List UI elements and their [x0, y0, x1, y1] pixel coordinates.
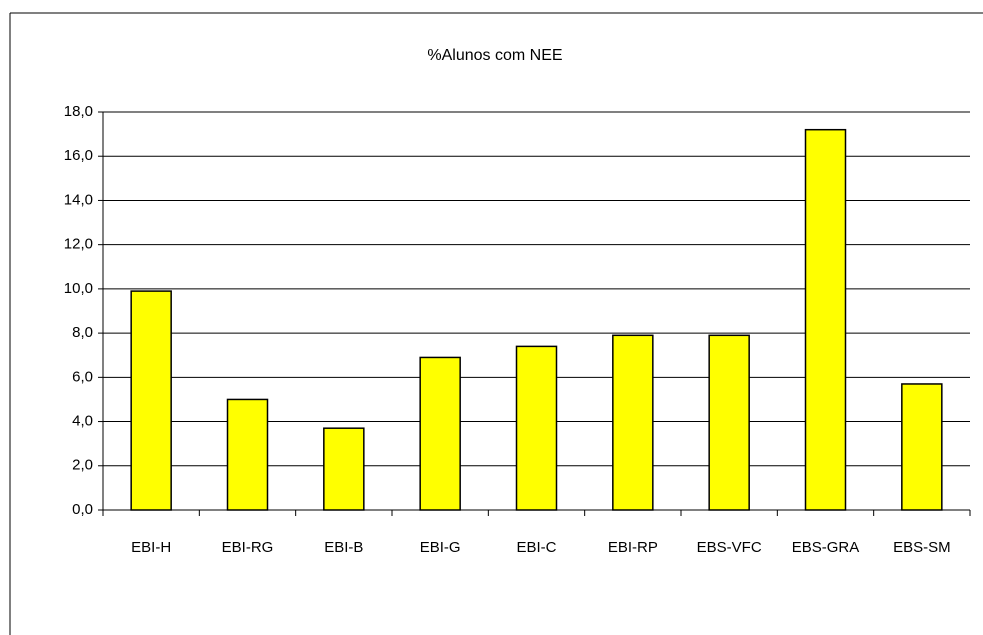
x-tick-label: EBS-VFC: [697, 539, 762, 556]
chart-title: %Alunos com NEE: [427, 47, 562, 64]
x-tick-label: EBS-GRA: [792, 539, 860, 556]
y-tick-label: 12,0: [64, 236, 93, 253]
bar: [130, 290, 172, 511]
bar: [323, 427, 365, 511]
bar: [901, 383, 943, 511]
y-tick-label: 18,0: [64, 103, 93, 120]
y-tick-label: 2,0: [72, 457, 93, 474]
bar: [515, 345, 558, 511]
x-tick-label: EBI-RG: [222, 539, 274, 556]
x-tick-label: EBI-B: [324, 539, 363, 556]
bar: [226, 398, 269, 511]
bar: [804, 128, 847, 511]
y-tick-label: 4,0: [72, 413, 93, 430]
x-tick-label: EBI-RP: [608, 539, 658, 556]
y-tick-label: 6,0: [72, 368, 93, 385]
y-tick-label: 16,0: [64, 147, 93, 164]
y-tick-label: 8,0: [72, 324, 93, 341]
y-tick-label: 14,0: [64, 191, 93, 208]
bar: [708, 334, 750, 511]
x-tick-label: EBI-H: [131, 539, 171, 556]
y-tick-label: 0,0: [72, 501, 93, 518]
bar: [419, 356, 461, 511]
x-tick-label: EBS-SM: [893, 539, 951, 556]
x-tick-label: EBI-G: [420, 539, 461, 556]
x-tick-label: EBI-C: [516, 539, 556, 556]
y-tick-label: 10,0: [64, 280, 93, 297]
bar: [612, 334, 654, 511]
